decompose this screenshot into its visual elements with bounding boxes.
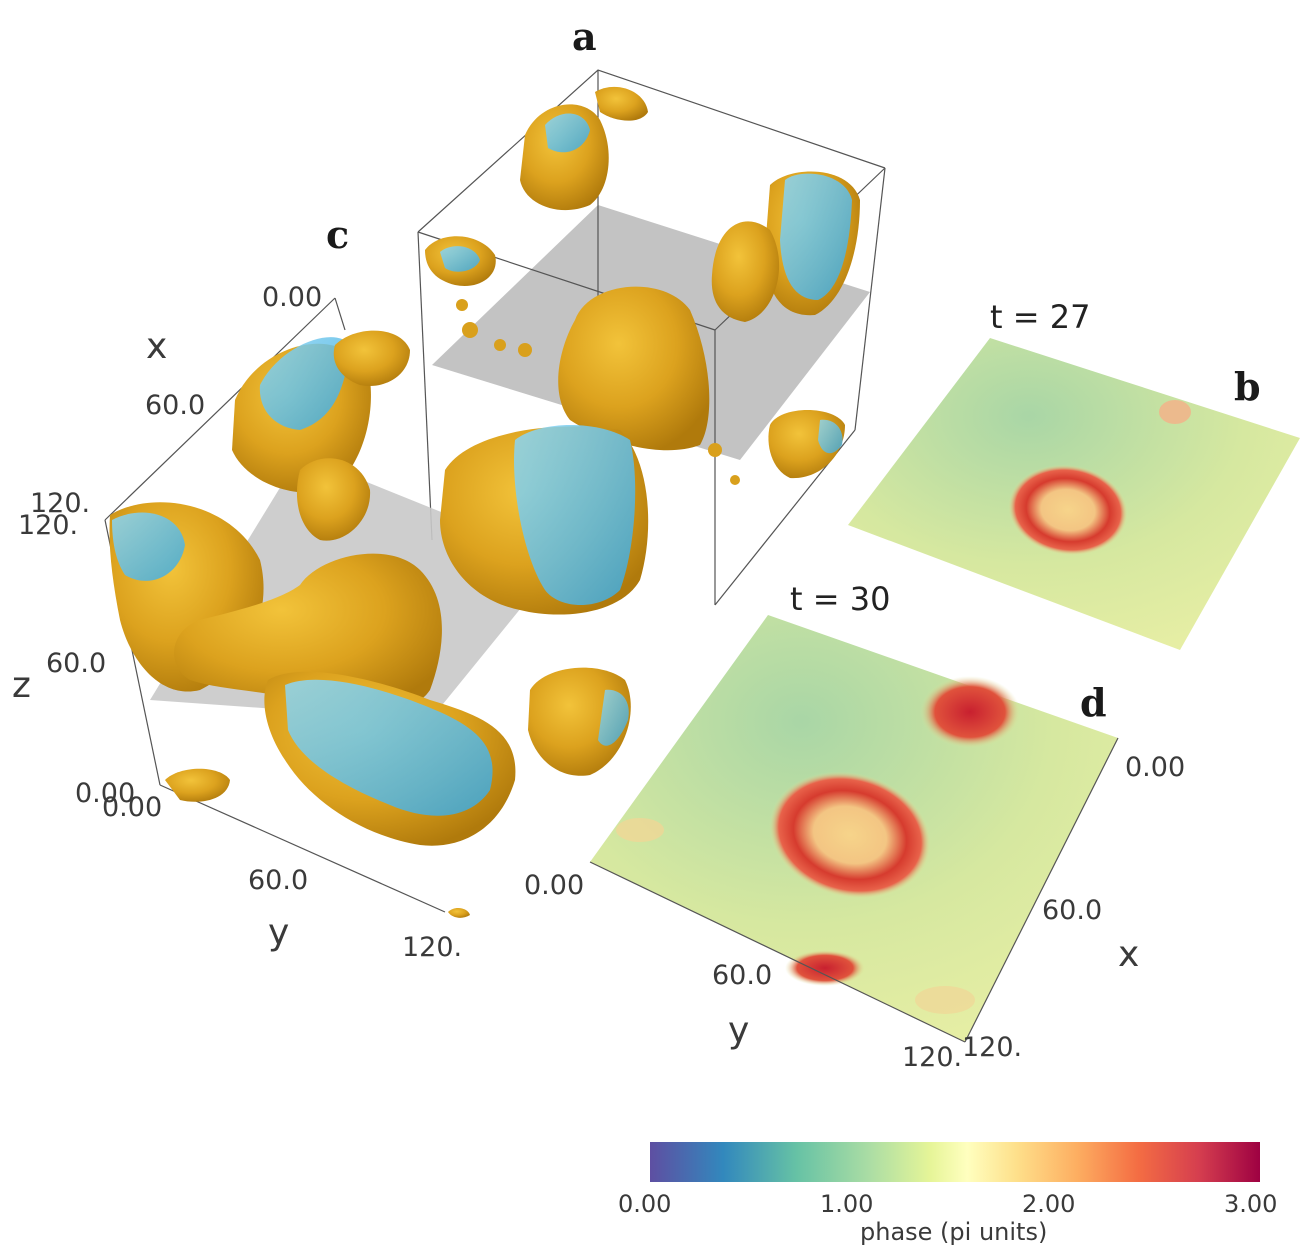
c-y-tick-60: 60.0	[248, 865, 309, 896]
panel-c-inner-right	[514, 425, 636, 605]
time-label-d: t = 30	[790, 580, 891, 618]
panel-d-spot-top	[920, 676, 1020, 748]
panel-a-inner-br	[818, 419, 843, 454]
d-x-axis-name: x	[1118, 934, 1140, 975]
panel-label-b: b	[1234, 364, 1261, 409]
panel-c-inner-lowright	[598, 689, 629, 746]
panel-c-inner-bottom	[285, 679, 493, 816]
panel-c-blob-center	[173, 553, 442, 714]
panel-c-blob-mid	[296, 458, 371, 541]
panel-c-blob-top2	[333, 330, 410, 386]
c-z-tick-120: 120.	[18, 510, 79, 541]
c-z-axis-name: z	[12, 665, 31, 706]
panel-c-box	[104, 297, 649, 918]
colorbar-tick-3: 3.00	[1224, 1190, 1278, 1218]
c-z-tick-60: 60.0	[46, 648, 107, 679]
panel-label-c: c	[326, 212, 350, 257]
colorbar-tick-1: 1.00	[820, 1190, 874, 1218]
d-y-tick-120: 120.	[902, 1042, 963, 1073]
panel-a-blob-center	[558, 286, 710, 451]
panel-label-a: a	[572, 14, 597, 59]
c-x-tick-60: 60.0	[145, 390, 206, 421]
c-y-tick-0: 0.00	[102, 792, 163, 823]
colorbar-title: phase (pi units)	[860, 1218, 1048, 1246]
time-label-b: t = 27	[990, 298, 1091, 336]
panel-a-inner-top	[545, 113, 590, 153]
c-z-tick-0: 0.00	[75, 778, 136, 809]
colorbar	[650, 1142, 1260, 1182]
panel-b-slice	[848, 338, 1300, 650]
panel-a-box	[417, 69, 886, 606]
panel-d-slice	[590, 615, 1118, 1042]
panel-c-blob-tiny	[448, 908, 470, 918]
panel-d-ring	[769, 771, 931, 899]
panel-b-ring	[1008, 464, 1128, 556]
panel-c-inner-left	[112, 512, 185, 581]
d-y-axis-name: y	[728, 1010, 750, 1051]
panel-label-d: d	[1080, 680, 1107, 725]
colorbar-tick-2: 2.00	[1022, 1190, 1076, 1218]
c-x-axis-name: x	[146, 326, 168, 367]
d-x-tick-0: 0.00	[1125, 752, 1186, 783]
c-x-tick-0: 0.00	[262, 282, 323, 313]
d-x-tick-60: 60.0	[1042, 895, 1103, 926]
d-y-tick-0: 0.00	[524, 870, 585, 901]
panel-d-spot-bottom	[785, 950, 865, 986]
panel-a-inner-left	[440, 246, 480, 272]
panel-a-inner-right	[780, 173, 852, 300]
d-y-tick-60: 60.0	[712, 960, 773, 991]
colorbar-tick-0: 0.00	[618, 1190, 672, 1218]
panel-a-blob-top2	[595, 86, 648, 121]
d-x-tick-120: 120.	[962, 1032, 1023, 1063]
panel-c-inner-top	[259, 337, 350, 430]
c-x-tick-120: 120.	[30, 488, 91, 519]
c-y-axis-name: y	[268, 912, 290, 953]
panel-c-blob-small	[165, 768, 230, 802]
c-y-tick-120: 120.	[402, 932, 463, 963]
panel-a-blob-rightlow	[711, 221, 780, 322]
panel-d-axes	[589, 737, 1119, 1043]
